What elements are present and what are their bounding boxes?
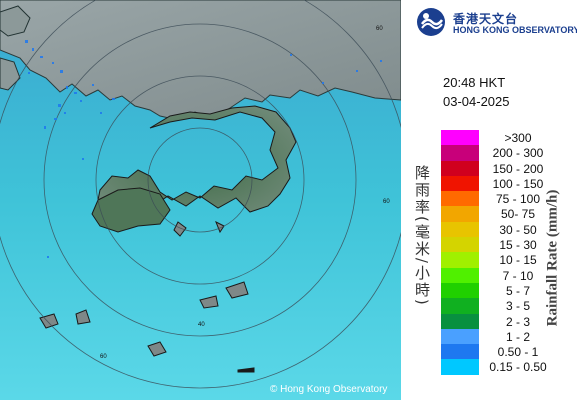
- legend-label: 3 - 5: [505, 299, 530, 314]
- legend-panel: 香港天文台 HONG KONG OBSERVATORY 20:48 HKT 03…: [401, 0, 577, 400]
- radar-map: 60 60 40 60 © Hong Kong Observatory: [0, 0, 401, 400]
- legend-label: 1 - 2: [505, 329, 530, 344]
- range-ring: [95, 75, 305, 285]
- hko-logo-text-zh: 香港天文台: [453, 12, 519, 26]
- legend-label: 5 - 7: [505, 283, 530, 298]
- legend-swatch: [441, 191, 479, 207]
- island: [225, 281, 249, 299]
- legend-swatch: [441, 282, 479, 299]
- west-island: [0, 5, 31, 37]
- legend-swatch: [441, 313, 479, 329]
- legend-swatch: [441, 221, 479, 238]
- island: [215, 220, 225, 234]
- range-rings: [0, 0, 401, 389]
- legend-title-zh: 降雨率(毫米/小時): [413, 165, 431, 307]
- legend-label: 10 - 15: [499, 253, 537, 268]
- legend-swatch: [441, 359, 479, 375]
- legend-label: >300: [504, 131, 532, 145]
- island: [199, 295, 219, 309]
- map-copyright: © Hong Kong Observatory: [270, 384, 388, 395]
- ring-label: 60: [376, 26, 383, 32]
- island: [75, 309, 91, 325]
- island: [39, 313, 59, 329]
- radar-map-svg: 60 60 40 60: [0, 0, 401, 400]
- legend-label: 50- 75: [500, 207, 536, 222]
- hko-logo-text-en: HONG KONG OBSERVATORY: [453, 25, 577, 35]
- legend-label: 30 - 50: [499, 222, 537, 237]
- island: [237, 367, 255, 373]
- hko-logo: 香港天文台 HONG KONG OBSERVATORY: [416, 7, 577, 37]
- ring-labels: 60 60 40 60: [100, 26, 390, 360]
- legend-swatch: [441, 145, 479, 161]
- legend-swatch: [441, 237, 479, 253]
- legend-label: 100 - 150: [492, 176, 544, 191]
- legend-swatch: [441, 160, 479, 176]
- legend-swatch: [441, 298, 479, 314]
- legend-title-en: Rainfall Rate (mm/h): [544, 189, 561, 327]
- legend-label: 2 - 3: [505, 314, 530, 329]
- legend-swatch: [441, 130, 479, 146]
- rain-echoes: [25, 40, 382, 258]
- lantau-island: [91, 187, 171, 233]
- legend-swatch: [441, 252, 479, 268]
- west-island: [0, 57, 21, 91]
- range-ring: [43, 23, 357, 337]
- island: [173, 221, 187, 237]
- hko-logo-icon: [417, 8, 445, 36]
- legend-label: 0.15 - 0.50: [489, 360, 547, 375]
- legend-swatch: [441, 267, 479, 283]
- legend-swatch: [441, 175, 479, 192]
- legend-label: 75 - 100: [495, 192, 541, 207]
- island: [147, 341, 167, 357]
- legend-label: 150 - 200: [492, 161, 544, 176]
- timestamp-time: 20:48 HKT: [443, 75, 506, 90]
- legend-label: 7 - 10: [502, 268, 534, 283]
- range-ring: [0, 0, 401, 389]
- legend-swatch: [441, 206, 479, 222]
- legend-label: 200 - 300: [492, 146, 544, 161]
- ring-label: 60: [383, 199, 390, 205]
- range-ring: [147, 127, 253, 233]
- timestamp-date: 03-04-2025: [443, 94, 510, 109]
- legend-swatch: [441, 328, 479, 345]
- ring-label: 40: [198, 322, 205, 328]
- legend-swatch: [441, 344, 479, 360]
- legend-label: 0.50 - 1: [497, 345, 539, 360]
- legend-label: 15 - 30: [499, 238, 537, 253]
- ring-label: 60: [100, 354, 107, 360]
